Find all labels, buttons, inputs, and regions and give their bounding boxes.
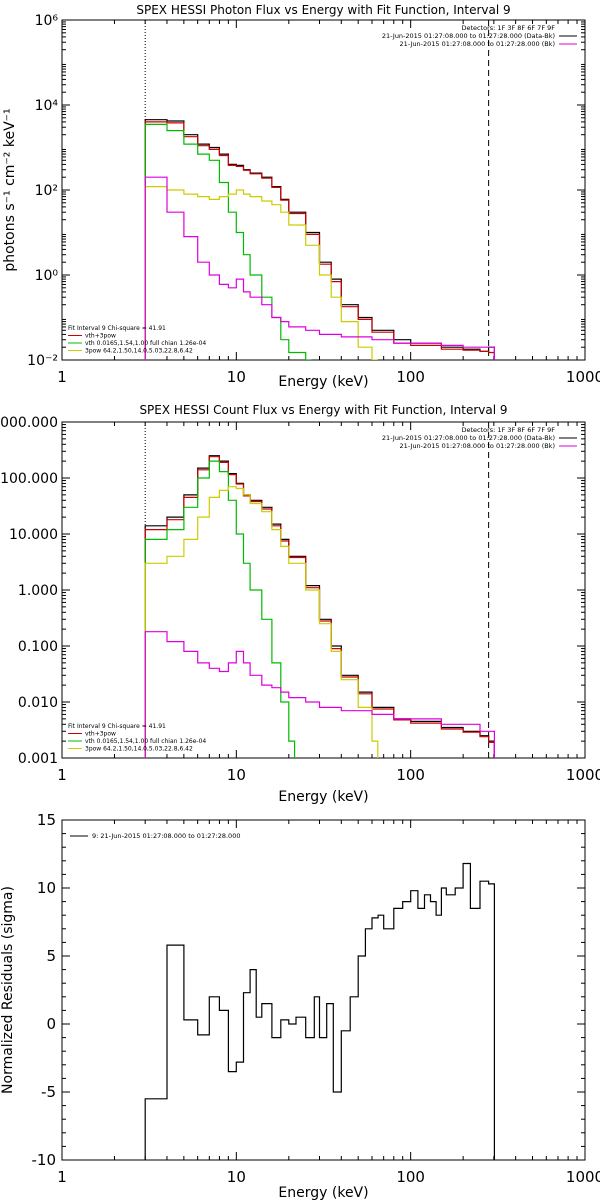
legend-bottom-left-entry: 3pow 64.2,1.50,14.0,5.03,22.8,6.42 xyxy=(85,746,193,753)
series-vth xyxy=(144,123,312,360)
y-tick-label: 10⁶ xyxy=(35,13,59,29)
series-9-21-jun-2015-01-27-08-000-to-01-27-28-000 xyxy=(144,862,495,1160)
y-tick-label: 5 xyxy=(46,947,56,965)
legend-bottom-left-entry: 3pow 64.2,1.50,14.0,5.03,22.8,6.42 xyxy=(85,348,193,355)
x-tick-label: 1 xyxy=(57,1168,67,1186)
legend-bottom-left-entry: vth 0.0165,1.54,1.00 full chian 1.26e-04 xyxy=(85,340,206,347)
legend-bottom-left-entry: vth 0.0165,1.54,1.00 full chian 1.26e-04 xyxy=(85,738,206,745)
series-vth-3pow xyxy=(144,121,495,360)
legend-top-right-entry: 21-Jun-2015 01:27:08.000 to 01:27:28.000… xyxy=(400,40,555,48)
y-tick-label: 15 xyxy=(37,811,56,829)
y-tick-label: 10⁰ xyxy=(35,268,59,284)
series-group xyxy=(144,455,495,758)
legend-entry: 9: 21-Jun-2015 01:27:08.000 to 01:27:28.… xyxy=(92,832,240,840)
series-group xyxy=(144,862,495,1160)
y-tick-label: 1000.000 xyxy=(0,415,58,431)
x-tick-label: 10 xyxy=(227,1168,246,1186)
chart-title: SPEX HESSI Count Flux vs Energy with Fit… xyxy=(139,403,507,417)
y-tick-label: 1.000 xyxy=(18,583,58,599)
x-tick-label: 100 xyxy=(396,766,425,784)
x-tick-label: 1000 xyxy=(566,766,600,784)
series-3pow xyxy=(144,486,379,758)
legend-top-right-entry: 21-Jun-2015 01:27:08.000 to 01:27:28.000… xyxy=(382,32,555,40)
series-group xyxy=(144,119,495,360)
chart-3: 1 10 100 1000 -10 -5 0 5 10 15 Energy (keV) Normali… xyxy=(0,811,600,1200)
chart-2: 1 10 100 1000 0.001 0.010 0.100 1.000 10.000 100.… xyxy=(0,403,600,805)
legend-top-right-entry: 21-Jun-2015 01:27:08.000 to 01:27:28.000… xyxy=(382,434,555,442)
x-tick-label: 1 xyxy=(57,368,67,386)
y-axis-label: Normalized Residuals (sigma) xyxy=(0,886,16,1094)
y-tick-label: 10 xyxy=(37,879,56,897)
legend-top-right-entry: Detectors: 1F 3F 8F 6F 7F 9F xyxy=(461,24,555,32)
legend-top-right-entry: 21-Jun-2015 01:27:08.000 to 01:27:28.000… xyxy=(400,442,555,450)
y-tick-label: 10⁴ xyxy=(35,98,59,114)
chart-title: SPEX HESSI Photon Flux vs Energy with Fi… xyxy=(136,3,510,17)
series-vth xyxy=(144,460,296,758)
plot-frame xyxy=(61,819,586,1161)
legend-bottom-left-entry: Fit Interval 9 Chi-square = 41.91 xyxy=(68,723,166,730)
x-tick-label: 1000 xyxy=(566,1168,600,1186)
legend-bottom-left-entry: vth+3pow xyxy=(85,731,116,738)
x-tick-label: 1 xyxy=(57,766,67,784)
chart-1: 1 10 100 1000 10⁻² 10⁰ 10² 10⁴ 10⁶ SPEX HESSI Pho… xyxy=(2,3,600,390)
x-tick-label: 10 xyxy=(227,766,246,784)
series-3pow xyxy=(144,186,378,360)
y-tick-label: 10⁻² xyxy=(27,353,58,369)
y-tick-label: 0.010 xyxy=(18,695,58,711)
x-tick-label: 10 xyxy=(227,368,246,386)
y-tick-label: -10 xyxy=(32,1151,57,1169)
y-tick-label: 0.100 xyxy=(18,639,58,655)
y-tick-label: 100.000 xyxy=(0,471,58,487)
y-tick-label: 10.000 xyxy=(9,527,58,543)
y-axis-label: photons s⁻¹ cm⁻² keV⁻¹ xyxy=(2,108,18,271)
legend-bottom-left-entry: vth+3pow xyxy=(85,333,116,340)
x-tick-label: 100 xyxy=(396,368,425,386)
legend-bottom-left-entry: Fit Interval 9 Chi-square = 41.91 xyxy=(68,325,166,332)
series-bk xyxy=(144,631,495,758)
plot-frame xyxy=(61,19,586,361)
y-tick-label: 10² xyxy=(35,183,58,199)
x-axis-label: Energy (keV) xyxy=(278,1185,368,1200)
x-tick-label: 1000 xyxy=(566,368,600,386)
x-axis-label: Energy (keV) xyxy=(278,789,368,805)
y-tick-label: -5 xyxy=(41,1083,56,1101)
x-axis-label: Energy (keV) xyxy=(278,374,368,390)
x-tick-label: 100 xyxy=(396,1168,425,1186)
y-tick-label: 0 xyxy=(46,1015,56,1033)
legend-top-right-entry: Detectors: 1F 3F 8F 6F 7F 9F xyxy=(461,426,555,434)
series-bk xyxy=(144,176,495,360)
y-tick-label: 0.001 xyxy=(18,751,58,767)
